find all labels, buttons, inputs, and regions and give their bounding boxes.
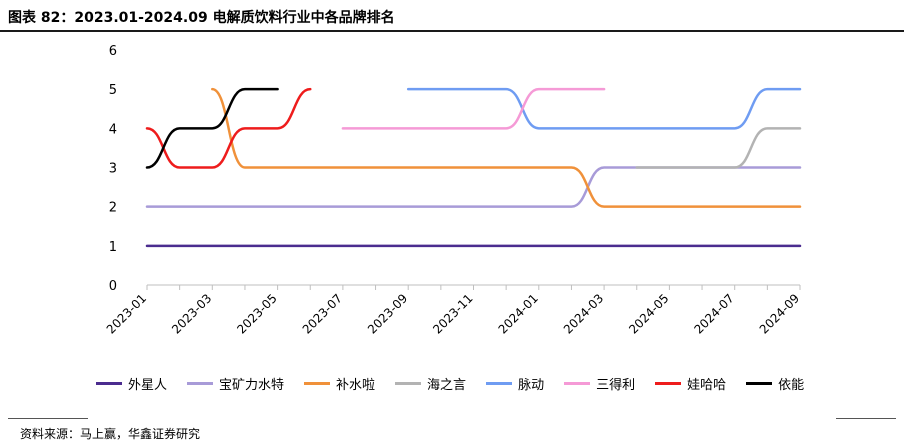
chart-title: 图表 82：2023.01-2024.09 电解质饮料行业中各品牌排名: [8, 10, 395, 26]
x-axis: 2023-01 2023-03 2023-05 2023-07 2023-09 2023-…: [104, 284, 802, 337]
legend-item-5: 三得利: [564, 374, 635, 393]
chart-legend: 外星人 宝矿力水特 补水啦 海之言 脉动 三得利 娃哈哈 依能: [96, 374, 824, 393]
legend-swatch-6: [655, 382, 682, 385]
legend-swatch-7: [746, 382, 773, 385]
series-layer: [145, 87, 802, 248]
series-line-7-segment-0: [145, 87, 279, 169]
y-tick-label-2: 2: [109, 201, 117, 216]
legend-label-3: 海之言: [427, 378, 467, 393]
x-tick-label-10: 2024-09: [757, 291, 802, 336]
legend-item-7: 依能: [746, 374, 804, 393]
legend-item-2: 补水啦: [304, 374, 375, 393]
x-tick-label-5: 2023-11: [430, 291, 475, 336]
legend-label-7: 依能: [778, 378, 805, 393]
y-tick-label-0: 0: [109, 279, 117, 294]
x-tick-label-3: 2023-07: [300, 291, 345, 336]
legend-item-1: 宝矿力水特: [187, 374, 284, 393]
legend-swatch-2: [304, 382, 331, 385]
y-tick-label-5: 5: [109, 83, 117, 98]
legend-label-6: 娃哈哈: [687, 378, 727, 393]
series-line-5-segment-0: [341, 87, 606, 130]
source-note: 资料来源：马上赢，华鑫证券研究: [20, 427, 201, 441]
legend-item-0: 外星人: [96, 374, 167, 393]
x-tick-label-9: 2024-07: [691, 291, 736, 336]
series-line-3-segment-0: [635, 127, 802, 169]
legend-swatch-4: [486, 382, 513, 385]
legend-swatch-1: [187, 382, 214, 385]
legend-swatch-3: [395, 382, 422, 385]
y-tick-label-3: 3: [109, 162, 117, 177]
y-tick-label-6: 6: [109, 44, 117, 59]
y-axis: 0 1 2 3 4 5 6: [109, 44, 117, 294]
x-tick-label-6: 2024-01: [496, 291, 541, 336]
legend-label-4: 脉动: [518, 378, 545, 393]
series-line-1-segment-0: [145, 166, 802, 208]
legend-label-5: 三得利: [596, 378, 636, 393]
legend-swatch-5: [564, 382, 591, 385]
legend-item-3: 海之言: [395, 374, 466, 393]
series-line-4-segment-0: [406, 87, 802, 130]
x-tick-label-1: 2023-03: [169, 291, 214, 336]
series-line-6-segment-0: [145, 87, 312, 169]
legend-item-6: 娃哈哈: [655, 374, 726, 393]
source-divider-left: [8, 418, 88, 419]
title-divider: [0, 30, 904, 32]
x-tick-label-4: 2023-09: [365, 291, 410, 336]
legend-label-1: 宝矿力水特: [219, 378, 285, 393]
x-tick-label-8: 2024-05: [626, 291, 671, 336]
legend-label-2: 补水啦: [336, 378, 376, 393]
legend-item-4: 脉动: [486, 374, 544, 393]
y-tick-label-1: 1: [109, 240, 117, 255]
legend-swatch-0: [96, 382, 122, 385]
x-tick-label-7: 2024-03: [561, 291, 606, 336]
y-tick-label-4: 4: [109, 122, 117, 137]
x-tick-label-2: 2023-05: [234, 291, 279, 336]
legend-label-0: 外星人: [128, 378, 168, 393]
series-line-2-segment-0: [211, 87, 802, 208]
x-tick-label-0: 2023-01: [104, 291, 149, 336]
source-divider-right: [836, 418, 896, 419]
